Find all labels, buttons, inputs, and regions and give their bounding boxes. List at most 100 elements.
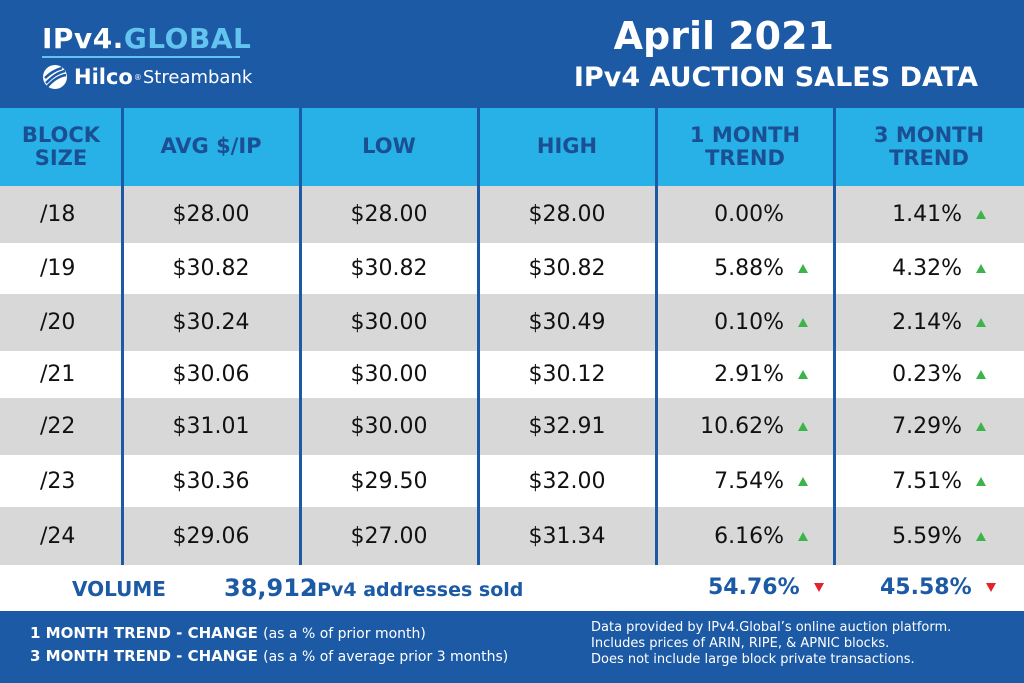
trend-down-icon: [985, 583, 996, 592]
cell-avg: $28.00: [172, 202, 250, 227]
trend-value: 7.54%: [714, 468, 784, 494]
volume-3m-trend: 45.58%: [880, 575, 996, 600]
partner-suffix: Streambank: [142, 66, 253, 88]
footer-note: Includes prices of ARIN, RIPE, & APNIC b…: [591, 636, 890, 651]
footer-note: Data provided by IPv4.Global’s online au…: [591, 620, 952, 635]
cell-trend_3m: 2.14%: [834, 294, 1012, 351]
cell-high: $30.49: [528, 310, 606, 335]
trend-value: 7.29%: [892, 414, 962, 439]
cell-avg: $29.06: [172, 523, 250, 549]
table-row: [0, 294, 1024, 351]
cell-trend_1m: 10.62%: [656, 398, 834, 455]
trend-up-icon: [798, 370, 808, 379]
cell-low: $29.50: [350, 468, 428, 494]
column-divider: [477, 108, 480, 565]
trend-value: 2.91%: [714, 362, 784, 387]
cell-low: $30.00: [350, 362, 428, 387]
cell-trend_1m: 7.54%: [656, 455, 834, 507]
volume-label: VOLUME: [72, 577, 166, 601]
cell-high: $32.00: [528, 468, 606, 494]
col-header-line: TREND: [705, 146, 785, 170]
trend-value: 7.51%: [892, 468, 962, 494]
col-header-line: SIZE: [34, 146, 88, 170]
cell-trend_1m: 2.91%: [656, 351, 834, 398]
legend-term: 3 MONTH TREND - CHANGE: [30, 647, 258, 665]
trend-down-icon: [813, 583, 824, 592]
col-header-block-size: BLOCK SIZE: [0, 108, 122, 186]
hilco-streambank-logo: Hilco ® Streambank: [42, 64, 252, 90]
table-row: [0, 455, 1024, 507]
col-header-line: 3 MONTH: [873, 122, 985, 147]
table-row: [0, 243, 1024, 294]
cell-low: $30.82: [350, 256, 428, 281]
trend-up-icon: [976, 318, 986, 327]
logo-accent: GLOBAL: [123, 22, 252, 55]
col-header-line: 1 MONTH: [689, 122, 801, 147]
trend-value: 5.59%: [892, 523, 962, 549]
col-header-high: HIGH: [478, 108, 656, 186]
logo-prefix: IPv4.: [42, 22, 124, 55]
cell-trend_3m: 1.41%: [834, 186, 1012, 243]
volume-1m-value: 54.76%: [708, 575, 800, 600]
trend-value: 5.88%: [714, 256, 784, 281]
footer-note: Does not include large block private tra…: [591, 652, 915, 667]
col-header-line: TREND: [889, 146, 969, 170]
table-row: [0, 398, 1024, 455]
cell-avg: $30.36: [172, 468, 250, 494]
cell-trend_3m: 5.59%: [834, 507, 1012, 565]
trend-up-icon: [976, 210, 986, 219]
trend-value: 4.32%: [892, 256, 962, 281]
cell-trend_3m: 4.32%: [834, 243, 1012, 294]
trend-up-icon: [976, 422, 986, 431]
cell-high: $30.82: [528, 256, 606, 281]
trend-up-icon: [976, 264, 986, 273]
volume-count: 38,912: [224, 574, 317, 602]
cell-trend_1m: 0.10%: [656, 294, 834, 351]
cell-avg: $30.06: [172, 362, 250, 387]
trend-up-icon: [976, 476, 986, 486]
table-row: [0, 351, 1024, 398]
hilco-globe-icon: [43, 65, 67, 89]
col-header-1m-trend: 1 MONTH TREND: [656, 108, 834, 186]
trend-value: 0.23%: [892, 362, 962, 387]
volume-description: IPv4 addresses sold: [310, 579, 524, 601]
footer-banner: [0, 611, 1024, 683]
cell-trend_1m: 6.16%: [656, 507, 834, 565]
col-header-line: AVG $/IP: [160, 134, 262, 159]
legend-definition: (as a % of prior month): [263, 626, 426, 642]
cell-avg: $30.24: [172, 310, 250, 335]
trend-up-icon: [798, 264, 808, 273]
cell-avg: $30.82: [172, 256, 250, 281]
trend-up-icon: [798, 318, 808, 327]
cell-avg: $31.01: [172, 414, 250, 439]
cell-high: $31.34: [528, 523, 606, 549]
legend-3m: 3 MONTH TREND - CHANGE (as a % of averag…: [30, 647, 508, 665]
cell-block: /19: [40, 256, 76, 281]
col-header-3m-trend: 3 MONTH TREND: [834, 108, 1024, 186]
table-row: [0, 186, 1024, 243]
trend-up-icon: [976, 370, 986, 379]
trend-value: 0.00%: [714, 202, 784, 227]
column-divider: [833, 108, 836, 565]
ipv4-global-logo: IPv4.GLOBAL: [42, 22, 251, 55]
partner-tm: ®: [133, 72, 142, 82]
trend-up-icon: [976, 531, 986, 541]
cell-block: /21: [40, 362, 76, 387]
cell-block: /22: [40, 414, 76, 439]
cell-block: /18: [40, 202, 76, 227]
cell-low: $28.00: [350, 202, 428, 227]
cell-low: $30.00: [350, 414, 428, 439]
column-divider: [121, 108, 124, 565]
trend-value: 2.14%: [892, 310, 962, 335]
col-header-avg: AVG $/IP: [122, 108, 300, 186]
trend-up-icon: [798, 422, 808, 431]
trend-up-icon: [798, 476, 808, 486]
column-divider: [655, 108, 658, 565]
trend-value: 0.10%: [714, 310, 784, 335]
cell-trend_1m: 0.00%: [656, 186, 834, 243]
trend-value: 10.62%: [700, 414, 784, 439]
legend-1m: 1 MONTH TREND - CHANGE (as a % of prior …: [30, 624, 426, 642]
legend-definition: (as a % of average prior 3 months): [263, 649, 509, 665]
table-row: [0, 507, 1024, 565]
